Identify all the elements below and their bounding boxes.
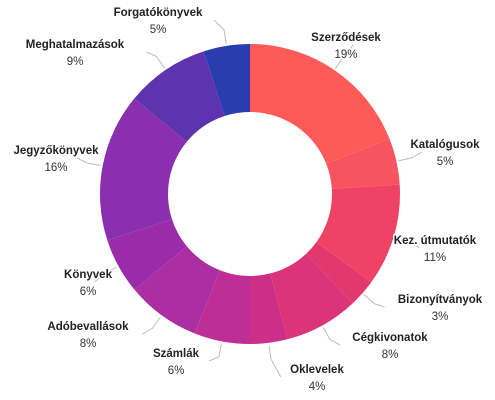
slice-label-1: Katalógusok [410,139,480,151]
slice-label-9: Jegyzőkönyvek [13,145,99,157]
leader-line-7 [142,316,162,335]
slice-value-11: 5% [150,24,167,36]
slice-label-6: Számlák [153,348,200,360]
slice-label-8: Könyvek [64,269,113,281]
slice-value-0: 19% [334,49,357,61]
slice-6 [194,270,250,344]
slice-value-6: 6% [168,365,185,377]
slice-label-2: Kez. útmutatók [394,235,477,247]
slice-label-7: Adóbevallások [47,321,129,333]
leader-line-3 [363,294,385,308]
slice-10 [134,51,225,142]
slice-11 [203,44,250,117]
slice-value-5: 4% [309,381,326,393]
slice-label-0: Szerződések [311,32,381,44]
leader-line-5 [268,344,282,378]
leader-line-11 [213,19,227,44]
leader-line-8 [94,266,118,283]
slice-labels: Szerződések 19% Katalógusok 5% Kez. útmutató… [12,6,484,395]
slice-label-3: Bizonyítványok [398,294,483,306]
leader-line-6 [208,343,223,362]
leader-lines [76,19,423,378]
slice-3 [306,242,372,304]
slice-value-7: 8% [80,338,97,350]
leader-line-9 [76,157,101,167]
leader-line-4 [322,326,341,346]
slice-7 [134,246,220,334]
leader-line-10 [146,51,165,69]
slice-label-4: Cégkivonatok [352,332,428,344]
slice-4 [270,253,353,340]
slice-2 [316,184,400,283]
slice-8 [107,219,187,290]
slice-value-2: 11% [424,252,446,264]
slice-1 [326,138,400,189]
slice-value-9: 16% [44,162,67,174]
donut-slices [100,44,400,344]
leader-line-2 [395,235,420,249]
slice-label-11: Forgatókönyvek [114,7,203,19]
slice-value-1: 5% [437,156,454,168]
slice-9 [100,98,187,241]
slice-value-8: 6% [80,286,97,298]
slice-value-3: 3% [432,311,449,323]
leader-line-1 [398,151,423,162]
slice-label-5: Oklevelek [290,364,344,376]
slice-0 [250,44,390,164]
slice-value-4: 8% [382,349,399,361]
slice-label-10: Meghatalmazások [26,39,125,51]
leader-line-0 [335,44,354,69]
slice-5 [250,273,288,344]
slice-value-10: 9% [67,56,84,68]
